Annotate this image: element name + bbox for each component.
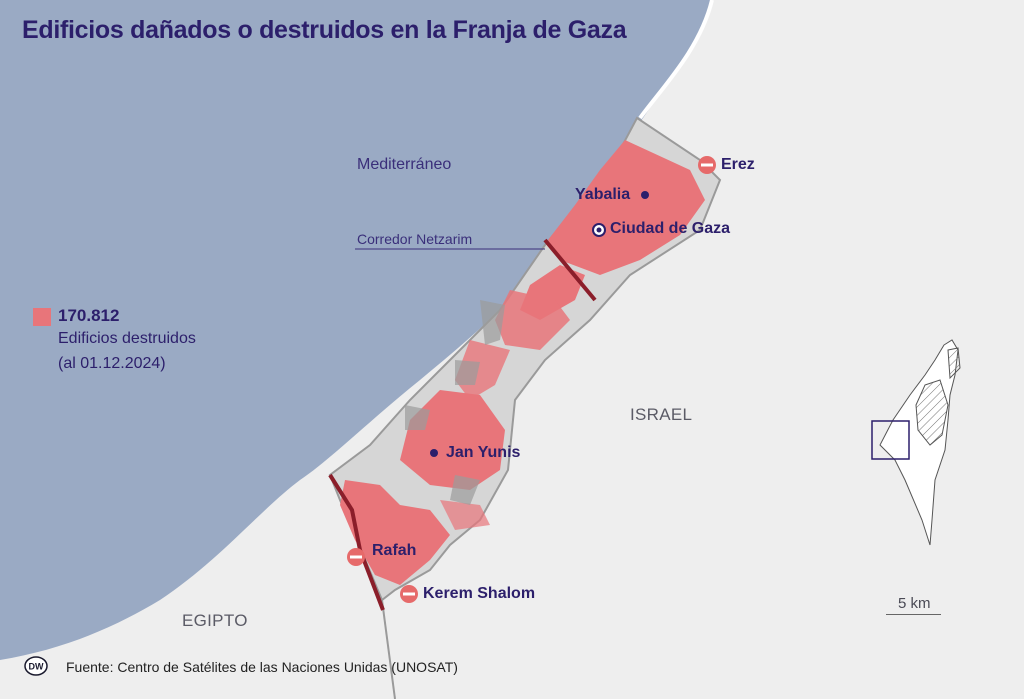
israel-label: ISRAEL bbox=[630, 405, 693, 424]
locator-map bbox=[871, 339, 961, 546]
source-note: Fuente: Centro de Satélites de las Nacio… bbox=[66, 659, 458, 675]
yabalia-label: Yabalia bbox=[575, 186, 631, 203]
netzarim-line bbox=[543, 238, 597, 302]
map-title: Edificios dañados o destruidos en la Fra… bbox=[22, 16, 627, 44]
erez-label: Erez bbox=[721, 156, 755, 173]
rafah-crossing-icon bbox=[347, 548, 365, 566]
kerem-shalom-label: Kerem Shalom bbox=[423, 585, 536, 602]
khan-younis-marker bbox=[430, 449, 438, 457]
khan-younis-label: Jan Yunis bbox=[446, 444, 521, 461]
egypt-border bbox=[381, 599, 396, 699]
svg-text:DW: DW bbox=[29, 662, 44, 672]
coast-road bbox=[638, 0, 714, 120]
yabalia-marker bbox=[641, 191, 649, 199]
dw-logo: DW bbox=[24, 656, 48, 676]
rafah-label: Rafah bbox=[372, 542, 417, 559]
destroyed-areas bbox=[340, 140, 705, 585]
scale-label: 5 km bbox=[898, 595, 931, 612]
legend-date: (al 01.12.2024) bbox=[58, 355, 166, 372]
kerem-shalom-crossing-icon bbox=[400, 585, 418, 603]
gaza-city-marker-inner bbox=[596, 227, 602, 233]
locator-frame bbox=[871, 420, 910, 460]
scale-bar bbox=[886, 614, 941, 615]
sea-area bbox=[0, 0, 712, 660]
damaged-areas bbox=[405, 300, 505, 505]
erez-crossing-icon bbox=[698, 156, 716, 174]
egypt-label: EGIPTO bbox=[182, 611, 248, 630]
sea-label: Mediterráneo bbox=[357, 156, 452, 173]
philadelphi-line bbox=[328, 473, 385, 611]
legend-label: Edificios destruidos bbox=[58, 330, 196, 347]
corridor-label: Corredor Netzarim bbox=[357, 231, 473, 247]
legend-value: 170.812 bbox=[58, 306, 120, 325]
legend-swatch bbox=[33, 308, 51, 326]
gaza-city-label: Ciudad de Gaza bbox=[610, 220, 731, 237]
